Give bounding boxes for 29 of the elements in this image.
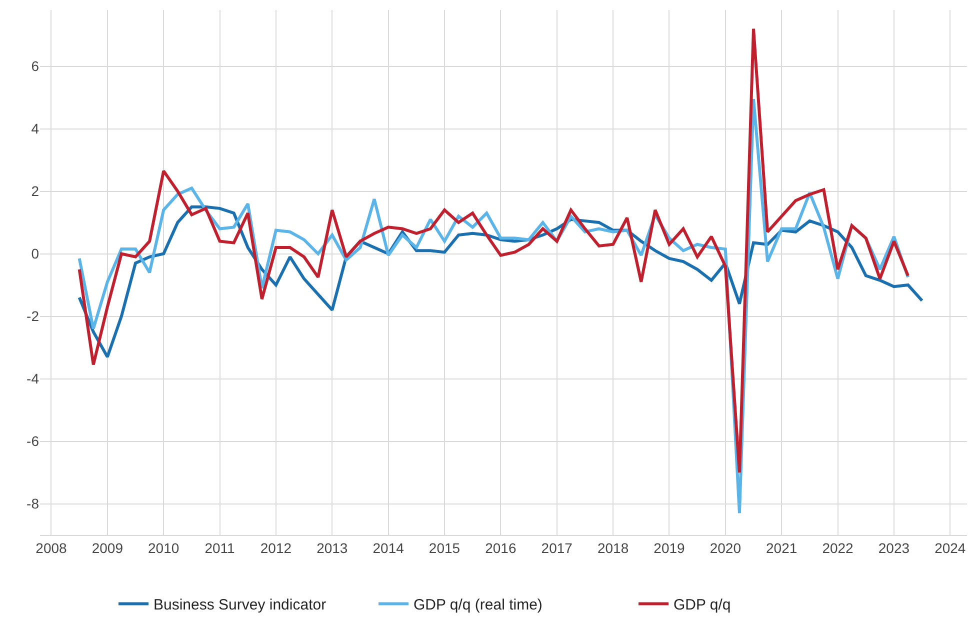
x-tick-label: 2016	[485, 540, 516, 556]
x-tick-label: 2018	[597, 540, 629, 556]
y-tick-label: -8	[26, 496, 40, 512]
y-tick-label: -2	[26, 308, 40, 324]
x-tick-label: 2021	[766, 540, 798, 556]
y-tick-label: -6	[26, 433, 40, 450]
x-tick-label: 2015	[428, 540, 460, 556]
y-tick-label: 0	[31, 246, 40, 262]
legend-label: GDP q/q	[674, 596, 731, 614]
x-tick-label: 2012	[260, 540, 292, 556]
y-tick-label: 4	[31, 120, 40, 137]
x-tick-label: 2024	[934, 540, 966, 556]
x-tick-label: 2017	[541, 540, 573, 556]
x-tick-label: 2022	[822, 540, 854, 556]
x-tick-label: 2010	[148, 540, 180, 556]
x-tick-label: 2009	[92, 540, 124, 556]
x-tick-label: 2023	[878, 540, 910, 556]
x-tick-label: 2008	[36, 540, 68, 556]
y-tick-label: 6	[31, 58, 40, 74]
x-tick-label: 2011	[204, 540, 236, 556]
line-series	[78, 27, 910, 474]
y-tick-label: -4	[26, 370, 40, 387]
x-tick-label: 2014	[372, 540, 404, 556]
y-tick-label: 2	[31, 183, 40, 200]
x-tick-label: 2019	[654, 540, 686, 556]
legend-label: GDP q/q (real time)	[414, 596, 542, 614]
legend-label: Business Survey indicator	[154, 596, 326, 614]
x-tick-label: 2013	[316, 540, 348, 556]
x-tick-label: 2020	[710, 540, 742, 556]
